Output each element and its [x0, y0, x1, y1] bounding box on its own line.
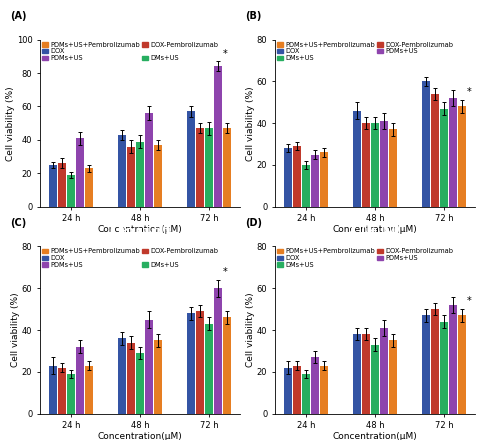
Bar: [362, 334, 370, 414]
Text: (C): (C): [10, 218, 26, 228]
Text: Raji: Raji: [118, 17, 162, 35]
Bar: [205, 128, 213, 207]
X-axis label: Concentration(μM): Concentration(μM): [332, 432, 418, 440]
Bar: [85, 366, 93, 414]
Bar: [311, 357, 319, 414]
Text: *: *: [467, 296, 471, 306]
Bar: [311, 154, 319, 207]
Bar: [76, 347, 84, 414]
Bar: [214, 288, 222, 414]
Y-axis label: Cell viability (%): Cell viability (%): [6, 86, 15, 161]
Bar: [223, 128, 231, 207]
Text: (B): (B): [245, 11, 262, 21]
Bar: [302, 374, 310, 414]
Bar: [196, 128, 204, 207]
Bar: [154, 341, 162, 414]
Legend: PDMs+US+Pembrolizumab, DOX, PDMs+US, DOX-Pembrolizumab,  , DMs+US: PDMs+US+Pembrolizumab, DOX, PDMs+US, DOX…: [42, 248, 219, 269]
Bar: [136, 142, 144, 207]
Y-axis label: Cell viability (%): Cell viability (%): [246, 293, 256, 367]
Bar: [154, 145, 162, 207]
Bar: [371, 123, 379, 207]
Bar: [284, 368, 292, 414]
Bar: [136, 353, 144, 414]
Bar: [380, 121, 388, 207]
Bar: [49, 366, 57, 414]
Bar: [85, 169, 93, 207]
Text: *: *: [467, 87, 471, 97]
Text: (D): (D): [245, 218, 262, 228]
Bar: [458, 315, 466, 414]
Bar: [320, 366, 328, 414]
X-axis label: Concentration(μM): Concentration(μM): [98, 432, 182, 440]
Text: *: *: [223, 49, 228, 59]
Bar: [440, 322, 448, 414]
Bar: [76, 138, 84, 207]
Legend: PDMs+US+Pembrolizumab, DOX, DMs+US, DOX-Pembrolizumab, PDMs+US,  : PDMs+US+Pembrolizumab, DOX, DMs+US, DOX-…: [276, 248, 454, 269]
Bar: [214, 66, 222, 207]
Bar: [187, 111, 195, 207]
Bar: [353, 334, 361, 414]
Y-axis label: Cell viability (%): Cell viability (%): [246, 86, 256, 161]
Bar: [284, 148, 292, 207]
Bar: [293, 146, 301, 207]
Bar: [440, 109, 448, 207]
Bar: [223, 318, 231, 414]
Bar: [187, 313, 195, 414]
Bar: [293, 366, 301, 414]
X-axis label: Concentration(μM): Concentration(μM): [98, 225, 182, 234]
Bar: [127, 147, 135, 207]
Legend: PDMs+US+Pembrolizumab, DOX, DMs+US, DOX-Pembrolizumab, PDMs+US,  : PDMs+US+Pembrolizumab, DOX, DMs+US, DOX-…: [276, 41, 454, 62]
Bar: [422, 315, 430, 414]
Bar: [118, 135, 126, 207]
Bar: [353, 110, 361, 207]
Bar: [320, 152, 328, 207]
Bar: [371, 345, 379, 414]
Bar: [422, 81, 430, 207]
Bar: [389, 341, 397, 414]
Bar: [145, 319, 153, 414]
Text: (A): (A): [10, 11, 26, 21]
Text: CEM: CEM: [349, 224, 401, 242]
Bar: [389, 129, 397, 207]
Bar: [205, 324, 213, 414]
Text: Daudi: Daudi: [108, 224, 172, 242]
Bar: [127, 342, 135, 414]
Legend: PDMs+US+Pembrolizumab, DOX, PDMs+US, DOX-Pembrolizumab,  , DMs+US: PDMs+US+Pembrolizumab, DOX, PDMs+US, DOX…: [42, 41, 219, 62]
Bar: [380, 328, 388, 414]
Bar: [118, 338, 126, 414]
Bar: [58, 163, 66, 207]
Bar: [431, 94, 439, 207]
Bar: [449, 98, 457, 207]
Bar: [67, 175, 75, 207]
Bar: [49, 165, 57, 207]
Bar: [302, 165, 310, 207]
X-axis label: Concentration(μM): Concentration(μM): [332, 225, 418, 234]
Bar: [362, 123, 370, 207]
Text: Jurkat: Jurkat: [340, 17, 409, 35]
Bar: [58, 368, 66, 414]
Bar: [458, 106, 466, 207]
Bar: [67, 374, 75, 414]
Bar: [431, 309, 439, 414]
Bar: [145, 113, 153, 207]
Text: *: *: [223, 267, 228, 277]
Y-axis label: Cell viability (%): Cell viability (%): [12, 293, 20, 367]
Bar: [196, 311, 204, 414]
Bar: [449, 305, 457, 414]
